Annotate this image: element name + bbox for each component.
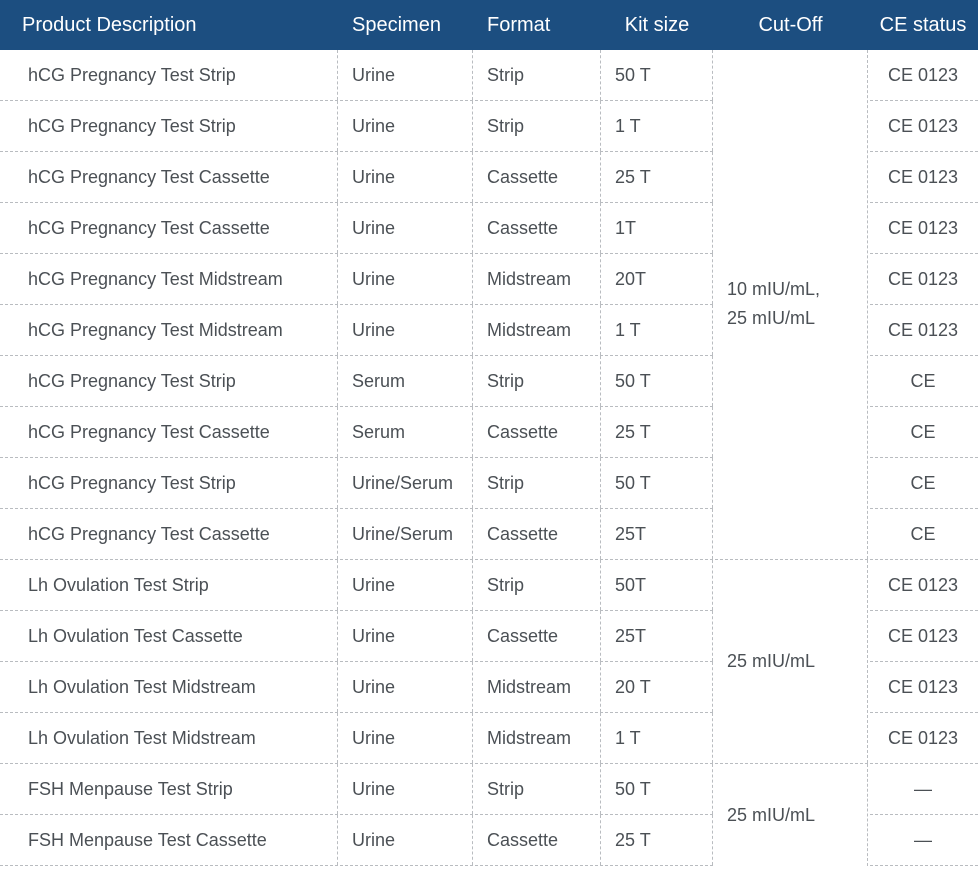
cell-ce-status: CE 0123 [868,611,978,661]
cell-format: Midstream [473,713,601,763]
cell-specimen: Urine/Serum [338,509,473,559]
cell-kit-size: 25T [601,509,713,559]
cell-description: Lh Ovulation Test Strip [0,560,338,610]
cell-description: Lh Ovulation Test Midstream [0,662,338,712]
cell-format: Cassette [473,509,601,559]
cell-description: hCG Pregnancy Test Midstream [0,305,338,355]
cell-format: Strip [473,764,601,814]
cell-ce-status: CE 0123 [868,713,978,763]
cell-description: hCG Pregnancy Test Strip [0,356,338,406]
cell-ce-status: CE 0123 [868,50,978,100]
cell-kit-size: 50 T [601,458,713,508]
col-header-format: Format [473,0,601,50]
cell-kit-size: 25 T [601,152,713,202]
cell-specimen: Urine [338,764,473,814]
table-header-row: Product Description Specimen Format Kit … [0,0,978,50]
cell-description: hCG Pregnancy Test Strip [0,50,338,100]
cell-format: Cassette [473,407,601,457]
product-table: Product Description Specimen Format Kit … [0,0,978,866]
cell-ce-status: — [868,815,978,865]
cell-kit-size: 20T [601,254,713,304]
col-header-ce-status: CE status [868,0,978,50]
cell-ce-status: CE [868,407,978,457]
cell-description: hCG Pregnancy Test Cassette [0,407,338,457]
cell-format: Cassette [473,815,601,865]
cell-specimen: Urine [338,101,473,151]
cell-description: hCG Pregnancy Test Strip [0,101,338,151]
cell-kit-size: 50 T [601,764,713,814]
cell-ce-status: CE 0123 [868,254,978,304]
cell-ce-status: CE [868,356,978,406]
cell-ce-status: CE [868,509,978,559]
cell-format: Strip [473,50,601,100]
cell-cutoff-merged: 25 mIU/mL [713,560,868,763]
cell-format: Midstream [473,662,601,712]
cell-cutoff-merged: 25 mIU/mL [713,764,868,866]
cell-format: Midstream [473,305,601,355]
cell-description: hCG Pregnancy Test Cassette [0,203,338,253]
cell-description: Lh Ovulation Test Midstream [0,713,338,763]
cell-specimen: Urine [338,254,473,304]
cell-kit-size: 1T [601,203,713,253]
cell-ce-status: CE 0123 [868,560,978,610]
cell-specimen: Urine [338,713,473,763]
cell-specimen: Urine [338,560,473,610]
cell-cutoff-merged: 10 mIU/mL, 25 mIU/mL [713,50,868,559]
cell-kit-size: 50T [601,560,713,610]
cell-kit-size: 20 T [601,662,713,712]
cell-ce-status: — [868,764,978,814]
cell-specimen: Urine [338,50,473,100]
cell-kit-size: 25 T [601,815,713,865]
cell-kit-size: 50 T [601,356,713,406]
cell-format: Cassette [473,152,601,202]
cell-description: hCG Pregnancy Test Cassette [0,152,338,202]
cell-kit-size: 25T [601,611,713,661]
cell-format: Strip [473,458,601,508]
cell-description: hCG Pregnancy Test Cassette [0,509,338,559]
cell-ce-status: CE 0123 [868,305,978,355]
cell-description: FSH Menpause Test Cassette [0,815,338,865]
cell-kit-size: 50 T [601,50,713,100]
cell-format: Midstream [473,254,601,304]
cell-kit-size: 1 T [601,101,713,151]
cell-description: hCG Pregnancy Test Strip [0,458,338,508]
cell-kit-size: 1 T [601,305,713,355]
cell-format: Strip [473,356,601,406]
cell-format: Cassette [473,203,601,253]
cell-description: FSH Menpause Test Strip [0,764,338,814]
cell-format: Strip [473,560,601,610]
cell-ce-status: CE [868,458,978,508]
cell-specimen: Urine [338,815,473,865]
cell-description: Lh Ovulation Test Cassette [0,611,338,661]
cell-ce-status: CE 0123 [868,101,978,151]
cell-ce-status: CE 0123 [868,662,978,712]
cell-kit-size: 1 T [601,713,713,763]
cell-format: Cassette [473,611,601,661]
cell-ce-status: CE 0123 [868,203,978,253]
table-body: hCG Pregnancy Test StripUrineStrip50 TCE… [0,50,978,866]
col-header-description: Product Description [0,0,338,50]
cell-description: hCG Pregnancy Test Midstream [0,254,338,304]
cell-specimen: Urine [338,662,473,712]
cell-kit-size: 25 T [601,407,713,457]
cell-specimen: Urine [338,203,473,253]
col-header-kit-size: Kit size [601,0,713,50]
cell-format: Strip [473,101,601,151]
cell-ce-status: CE 0123 [868,152,978,202]
cell-specimen: Urine [338,611,473,661]
cell-specimen: Serum [338,407,473,457]
cell-specimen: Urine [338,305,473,355]
cell-specimen: Urine/Serum [338,458,473,508]
col-header-specimen: Specimen [338,0,473,50]
cell-specimen: Serum [338,356,473,406]
col-header-cutoff: Cut-Off [713,0,868,50]
cell-specimen: Urine [338,152,473,202]
